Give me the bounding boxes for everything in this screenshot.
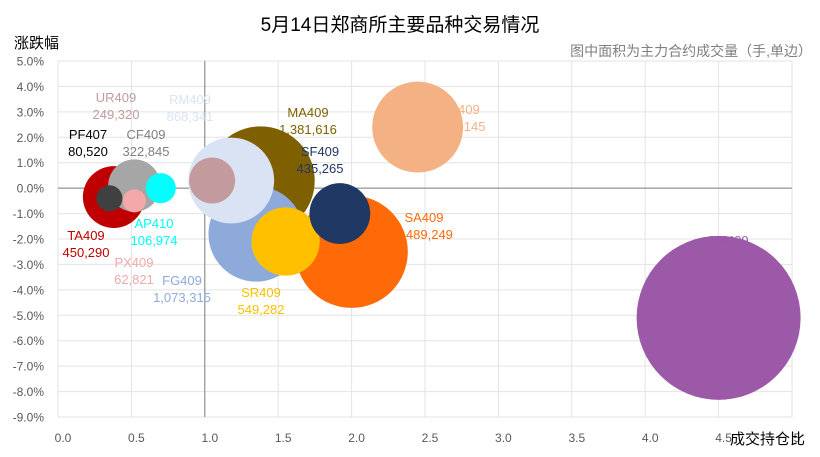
x-tick-label: 5 — [794, 431, 801, 445]
label-volume-rm409: 868,341 — [167, 109, 214, 124]
bubble-ur409 — [189, 157, 236, 204]
bubble-ap410 — [145, 173, 176, 204]
label-volume-pf407: 80,520 — [68, 144, 108, 159]
y-tick-label: -1.0% — [13, 207, 45, 221]
bubbles — [82, 81, 801, 400]
y-tick-label: -4.0% — [13, 283, 45, 297]
bubble-oi409 — [372, 81, 464, 173]
x-tick-label: 0.0 — [55, 431, 72, 445]
axes: 5.0% 4.0% 3.0% 2.0% 1.0% 0.0% -1.0% -2.0% -3.0% -… — [13, 55, 801, 446]
label-name-sr409: SR409 — [241, 285, 281, 300]
x-tick-label: 1.0 — [201, 431, 218, 445]
label-name-ap410: AP410 — [134, 216, 173, 231]
bubble-sf409 — [309, 183, 371, 244]
label-name-oi409: OI409 — [444, 102, 479, 117]
bubble-pf407 — [96, 185, 123, 212]
y-tick-label: -3.0% — [13, 258, 45, 272]
chart-subtitle: 图中面积为主力合约成交量（手,单边） — [570, 43, 812, 59]
label-name-sm409: SM409 — [707, 233, 748, 248]
bubble-px409 — [122, 189, 146, 213]
label-volume-px409: 62,821 — [114, 272, 154, 287]
data-labels: SM409 3,169,337 SA409 1,489,249 FG409 1,073,3… — [63, 90, 757, 317]
label-volume-sa409: 1,489,249 — [395, 227, 453, 242]
label-name-fg409: FG409 — [162, 273, 202, 288]
y-tick-label: -7.0% — [13, 360, 45, 374]
y-tick-label: 0.0% — [17, 182, 45, 196]
x-tick-label: 2.5 — [422, 431, 439, 445]
y-tick-label: -5.0% — [13, 309, 45, 323]
y-axis-label: 涨跌幅 — [14, 35, 59, 52]
label-name-cf409: CF409 — [126, 127, 165, 142]
label-volume-sm409: 3,169,337 — [699, 250, 757, 265]
label-name-pf407: PF407 — [69, 127, 107, 142]
label-name-ma409: MA409 — [287, 105, 328, 120]
x-axis-label: 成交持仓比 — [730, 430, 805, 448]
label-name-sf409: SF409 — [301, 144, 339, 159]
chart-title: 5月14日郑商所主要品种交易情况 — [261, 14, 540, 36]
x-tick-label: 3.0 — [495, 431, 512, 445]
y-tick-label: 5.0% — [17, 55, 45, 69]
label-volume-cf409: 322,845 — [123, 144, 170, 159]
label-volume-oi409: 973,145 — [439, 119, 486, 134]
label-name-ta409: TA409 — [67, 228, 104, 243]
x-tick-label: 0.5 — [128, 431, 145, 445]
y-tick-label: 2.0% — [17, 131, 45, 145]
label-name-rm409: RM409 — [169, 92, 211, 107]
y-tick-label: 1.0% — [17, 156, 45, 170]
label-volume-ta409: 450,290 — [63, 245, 110, 260]
label-name-ur409: UR409 — [96, 90, 136, 105]
y-tick-label: -2.0% — [13, 233, 45, 247]
label-volume-fg409: 1,073,315 — [153, 290, 211, 305]
y-tick-label: 3.0% — [17, 105, 45, 119]
label-name-sa409: SA409 — [404, 210, 443, 225]
x-tick-label: 2.0 — [348, 431, 365, 445]
y-tick-label: 4.0% — [17, 80, 45, 94]
label-volume-ma409: 1,381,616 — [279, 122, 337, 137]
label-volume-ur409: 249,320 — [93, 107, 140, 122]
y-tick-label: -8.0% — [13, 385, 45, 399]
label-volume-sf409: 435,265 — [297, 161, 344, 176]
bubble-sm409 — [636, 235, 801, 400]
label-volume-ap410: 106,974 — [131, 233, 178, 248]
y-tick-label: -6.0% — [13, 334, 45, 348]
x-tick-label: 4.0 — [642, 431, 659, 445]
y-tick-label: -9.0% — [13, 411, 45, 425]
label-name-px409: PX409 — [114, 255, 153, 270]
label-volume-sr409: 549,282 — [238, 302, 285, 317]
bubble-sr409 — [251, 207, 320, 276]
x-tick-label: 3.5 — [568, 431, 585, 445]
x-tick-label: 1.5 — [275, 431, 292, 445]
x-tick-label: 4.5 — [715, 431, 732, 445]
